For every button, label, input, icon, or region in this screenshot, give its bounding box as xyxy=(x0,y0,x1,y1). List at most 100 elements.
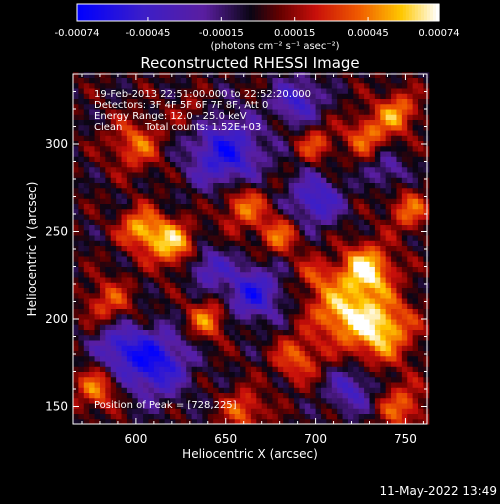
heatmap-cell xyxy=(369,277,375,283)
heatmap-cell xyxy=(375,361,381,367)
heatmap-cell xyxy=(337,109,343,115)
heatmap-cell xyxy=(364,83,370,89)
heatmap-cell xyxy=(122,361,128,367)
heatmap-cell xyxy=(396,214,402,220)
heatmap-cell xyxy=(192,209,198,215)
heatmap-cell xyxy=(375,72,381,78)
heatmap-cell xyxy=(159,382,165,388)
heatmap-cell xyxy=(321,361,327,367)
heatmap-cell xyxy=(95,282,101,288)
heatmap-cell xyxy=(407,162,413,168)
heatmap-cell xyxy=(396,303,402,309)
heatmap-cell xyxy=(380,235,386,241)
heatmap-cell xyxy=(84,408,90,414)
heatmap-cell xyxy=(359,114,365,120)
heatmap-cell xyxy=(369,114,375,120)
heatmap-cell xyxy=(380,345,386,351)
heatmap-cell xyxy=(122,267,128,273)
heatmap-cell xyxy=(132,309,138,315)
heatmap-cell xyxy=(262,193,268,199)
heatmap-cell xyxy=(127,246,133,252)
heatmap-cell xyxy=(369,83,375,89)
heatmap-cell xyxy=(380,83,386,89)
heatmap-cell xyxy=(375,408,381,414)
heatmap-cell xyxy=(402,83,408,89)
heatmap-cell xyxy=(246,235,252,241)
heatmap-cell xyxy=(321,183,327,189)
heatmap-cell xyxy=(202,209,208,215)
heatmap-cell xyxy=(343,130,349,136)
heatmap-cell xyxy=(310,219,316,225)
heatmap-cell xyxy=(143,288,149,294)
heatmap-cell xyxy=(165,256,171,262)
heatmap-cell xyxy=(202,235,208,241)
heatmap-cell xyxy=(122,240,128,246)
heatmap-cell xyxy=(197,235,203,241)
heatmap-cell xyxy=(316,288,322,294)
heatmap-cell xyxy=(402,340,408,346)
heatmap-cell xyxy=(116,298,122,304)
heatmap-cell xyxy=(138,256,144,262)
heatmap-cell xyxy=(235,246,241,252)
heatmap-cell xyxy=(159,230,165,236)
heatmap-cell xyxy=(208,183,214,189)
heatmap-cell xyxy=(186,298,192,304)
heatmap-cell xyxy=(143,167,149,173)
heatmap-cell xyxy=(267,330,273,336)
heatmap-cell xyxy=(369,88,375,94)
heatmap-cell xyxy=(337,204,343,210)
heatmap-cell xyxy=(148,272,154,278)
heatmap-cell xyxy=(84,366,90,372)
heatmap-cell xyxy=(116,204,122,210)
heatmap-cell xyxy=(170,188,176,194)
heatmap-cell xyxy=(413,377,419,383)
heatmap-cell xyxy=(326,303,332,309)
heatmap-cell xyxy=(380,303,386,309)
heatmap-cell xyxy=(294,156,300,162)
heatmap-cell xyxy=(78,135,84,141)
heatmap-cell xyxy=(246,293,252,299)
heatmap-cell xyxy=(375,209,381,215)
heatmap-cell xyxy=(359,277,365,283)
heatmap-cell xyxy=(154,272,160,278)
heatmap-cell xyxy=(208,345,214,351)
heatmap-cell xyxy=(326,387,332,393)
heatmap-cell xyxy=(418,335,424,341)
heatmap-cell xyxy=(396,366,402,372)
heatmap-cell xyxy=(423,151,429,157)
heatmap-cell xyxy=(396,230,402,236)
heatmap-cell xyxy=(111,141,117,147)
heatmap-cell xyxy=(138,330,144,336)
heatmap-cell xyxy=(418,93,424,99)
heatmap-cell xyxy=(396,141,402,147)
heatmap-cell xyxy=(186,146,192,152)
heatmap-cell xyxy=(364,298,370,304)
heatmap-cell xyxy=(111,230,117,236)
heatmap-cell xyxy=(299,120,305,126)
heatmap-cell xyxy=(122,330,128,336)
heatmap-cell xyxy=(224,78,230,84)
heatmap-cell xyxy=(402,298,408,304)
heatmap-cell xyxy=(348,293,354,299)
heatmap-cell xyxy=(143,324,149,330)
heatmap-cell xyxy=(132,277,138,283)
heatmap-cell xyxy=(111,282,117,288)
heatmap-cell xyxy=(181,240,187,246)
heatmap-cell xyxy=(267,387,273,393)
heatmap-cell xyxy=(283,351,289,357)
heatmap-cell xyxy=(407,146,413,152)
heatmap-cell xyxy=(202,151,208,157)
heatmap-cell xyxy=(127,235,133,241)
heatmap-cell xyxy=(181,151,187,157)
heatmap-cell xyxy=(224,204,230,210)
heatmap-cell xyxy=(251,335,257,341)
heatmap-cell xyxy=(246,309,252,315)
heatmap-cell xyxy=(186,335,192,341)
heatmap-cell xyxy=(235,272,241,278)
heatmap-cell xyxy=(402,414,408,420)
heatmap-cell xyxy=(111,78,117,84)
heatmap-cell xyxy=(175,225,181,231)
heatmap-cell xyxy=(181,314,187,320)
heatmap-cell xyxy=(111,135,117,141)
heatmap-cell xyxy=(100,372,106,378)
